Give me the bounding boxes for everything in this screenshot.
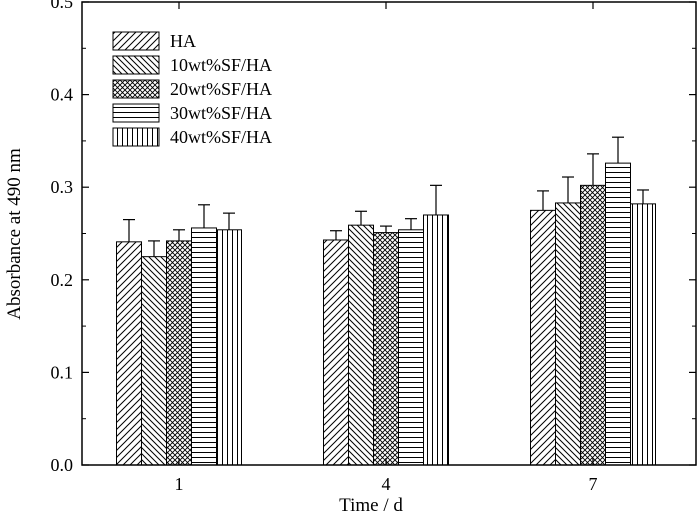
bar xyxy=(348,224,374,466)
bar xyxy=(323,239,349,466)
bar xyxy=(373,232,399,466)
bar xyxy=(398,229,424,466)
error-bars-layer xyxy=(123,136,649,257)
bars-layer xyxy=(116,162,656,466)
y-axis: 0.0 0.1 0.2 0.3 0.4 0.5 xyxy=(51,0,696,475)
y-tick-label: 0.3 xyxy=(51,177,74,197)
x-tick-label: 1 xyxy=(175,474,184,494)
bar xyxy=(141,256,167,466)
legend-swatch xyxy=(112,127,160,147)
y-tick-label: 0.1 xyxy=(51,362,74,382)
bar xyxy=(530,209,556,466)
x-tick-label: 7 xyxy=(589,474,598,494)
legend-label: 10wt%SF/HA xyxy=(170,55,272,75)
bar xyxy=(216,229,242,466)
bar xyxy=(423,214,449,466)
bar xyxy=(605,162,631,466)
y-tick-label: 0.5 xyxy=(51,0,74,12)
x-tick-label: 4 xyxy=(382,474,391,494)
bar xyxy=(191,227,217,466)
legend-swatch xyxy=(112,79,160,99)
y-tick-label: 0.2 xyxy=(51,270,74,290)
legend-label: 40wt%SF/HA xyxy=(170,127,272,147)
x-axis: 1 4 7 xyxy=(175,2,598,494)
bar xyxy=(166,240,192,466)
bar xyxy=(555,202,581,466)
bar xyxy=(630,203,656,466)
bar xyxy=(116,241,142,466)
legend-label: HA xyxy=(170,31,196,51)
legend-label: 30wt%SF/HA xyxy=(170,103,272,123)
y-tick-label: 0.0 xyxy=(51,455,74,475)
legend: HA 10wt%SF/HA 20wt%SF/HA 30wt%SF/HA 40wt%SF/… xyxy=(112,31,272,147)
bar xyxy=(580,184,606,466)
legend-swatch xyxy=(112,55,160,75)
legend-swatch xyxy=(112,103,160,123)
y-tick-label: 0.4 xyxy=(51,85,74,105)
legend-label: 20wt%SF/HA xyxy=(170,79,272,99)
x-axis-label: Time / d xyxy=(339,495,403,516)
legend-swatch xyxy=(112,31,160,51)
y-axis-label: Absorbance at 490 nm xyxy=(4,148,25,320)
